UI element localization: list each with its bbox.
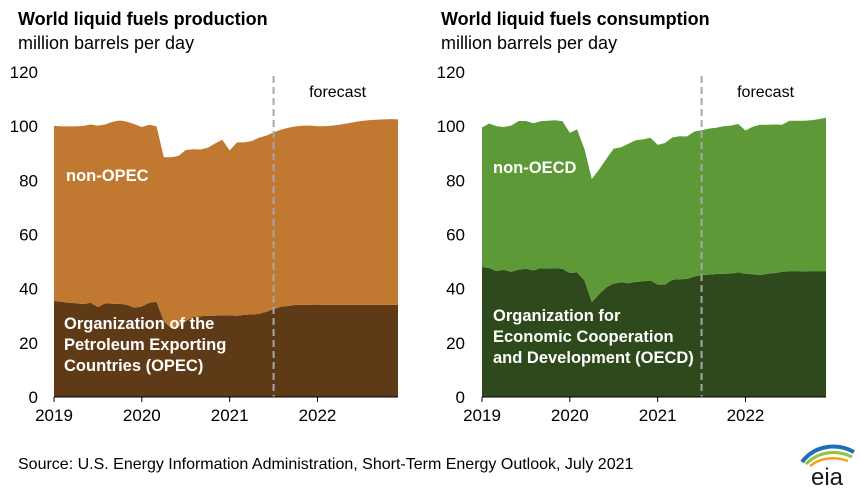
production-area-chart: forecast 0 20 40 60 80 100 120 2019 2020 2021 2022 n… [10,63,398,425]
y-tick-label: 40 [19,280,38,299]
y-tick-label: 40 [446,280,465,299]
series-area-0 [482,267,826,397]
consumption-chart-panel: World liquid fuels consumption million b… [430,0,860,440]
chart-subtitle: million barrels per day [18,33,195,53]
chart-subtitle: million barrels per day [441,33,618,53]
series-area-0 [54,300,398,397]
chart-title: World liquid fuels consumption [441,9,710,29]
y-tick-label: 80 [446,171,465,190]
y-tick-label: 100 [10,117,38,136]
y-tick-label: 120 [10,63,38,82]
y-tick-label: 100 [437,117,465,136]
y-tick-label: 80 [19,171,38,190]
y-tick-label: 20 [446,334,465,353]
production-chart-panel: World liquid fuels production million ba… [0,0,430,440]
source-note: Source: U.S. Energy Information Administ… [18,456,634,473]
series-area-1 [54,119,398,328]
x-tick-label: 2019 [463,406,501,425]
non-oecd-label: non-OECD [493,159,576,177]
logo-swoosh-orange [809,457,849,468]
logo-swoosh-blue [800,444,855,464]
series-area-1 [482,117,826,303]
oecd-label: Economic Cooperation [493,328,674,346]
chart-title: World liquid fuels production [18,9,268,29]
opec-label: Petroleum Exporting [64,336,226,354]
consumption-area-chart: forecast 0 20 40 60 80 100 120 2019 2020 2021 2022 n… [437,63,826,425]
x-tick-label: 2020 [551,406,589,425]
x-tick-label: 2022 [727,406,765,425]
y-tick-label: 120 [437,63,465,82]
opec-label: Organization of the [64,315,214,333]
y-tick-label: 60 [19,226,38,245]
eia-logo: eia [800,444,855,490]
y-tick-label: 0 [29,388,38,407]
logo-swoosh-green [804,451,853,466]
y-tick-label: 0 [456,388,465,407]
x-tick-label: 2020 [123,406,161,425]
logo-text: eia [811,464,844,490]
forecast-label: forecast [737,84,794,101]
x-tick-label: 2021 [639,406,677,425]
y-tick-label: 60 [446,226,465,245]
opec-label: Countries (OPEC) [64,357,203,375]
x-tick-label: 2019 [35,406,73,425]
oecd-label: Organization for [493,307,621,325]
y-tick-label: 20 [19,334,38,353]
x-tick-label: 2022 [299,406,337,425]
oecd-label: and Development (OECD) [493,349,694,367]
non-opec-label: non-OPEC [66,167,149,185]
x-tick-label: 2021 [211,406,249,425]
forecast-label: forecast [309,84,366,101]
